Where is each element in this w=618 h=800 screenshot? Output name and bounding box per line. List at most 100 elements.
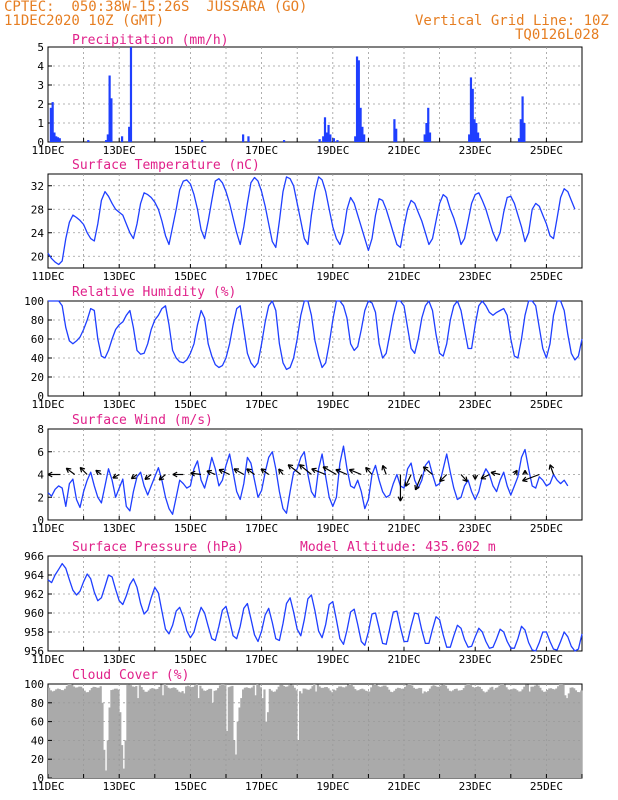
cloud-bar [533,685,537,778]
humidity-xtick-label: 23DEC [459,398,492,411]
humidity-ytick-label: 0 [37,390,44,403]
pressure-title: Surface Pressure (hPa) [72,540,244,555]
cloud-bar [427,691,430,778]
cloud-bar [576,692,579,778]
precip-bar [357,60,360,142]
precip-bar [473,119,476,142]
humidity-xtick-label: 19DEC [316,398,349,411]
cloud-bar [455,688,458,778]
cloud-bar [494,687,497,778]
cloud-bar [519,691,522,778]
cloud-bar [217,688,220,778]
pressure-line [47,562,583,652]
cloud-bar [510,689,513,778]
cloud-bar [400,688,403,778]
cloud-bar [266,712,270,778]
wind-arrow [79,466,88,475]
cloud-bar [220,684,223,778]
wind-panel: 0 2 4 6 8 11DEC 13DEC 15DEC 17DEC 19DEC 21DEC 23DEC… [31,413,583,535]
precipitation-ytick-label: 1 [37,117,44,130]
cloud-bar [350,684,353,778]
cloud-bar [557,686,560,778]
wind-arrow [322,466,337,476]
wind-arrow [112,473,120,479]
cloud-bar [87,692,90,778]
cloud-bar [103,749,106,778]
pressure-xtick-label: 15DEC [174,653,207,666]
cloud-bar [115,688,118,778]
cloud-bar [487,689,490,778]
cloud-bar [281,684,284,778]
cloud-bar [345,686,348,778]
cloud-bar [473,687,476,778]
temperature-xtick-label: 15DEC [174,270,207,283]
wind-arrow [287,464,302,475]
cloud-xtick-label: 13DEC [103,780,136,793]
cloud-bar [295,690,298,778]
cloud-bar [537,685,540,778]
cloud-bar [284,686,287,778]
precip-bar [523,123,526,142]
cloud-bar [489,687,492,778]
pressure-note: Model Altitude: 435.602 m [300,540,496,555]
cloud-panel: 0 20 40 60 80 100 11DEC 13DEC 15DEC 17DEC 19DEC 21D… [24,668,583,793]
cloud-bar [396,687,400,778]
precipitation-xtick-label: 15DEC [174,144,207,157]
cloud-bar [354,689,357,778]
cloud-bar [224,685,227,778]
humidity-xtick-label: 25DEC [530,398,563,411]
cloud-bar [516,690,519,778]
wind-arrow [480,473,490,480]
cloud-bar [452,690,455,778]
cloud-bar [120,745,124,778]
precipitation-xtick-label: 17DEC [245,144,278,157]
wind-arrow [397,474,404,502]
cloud-bar [218,685,222,778]
cloud-bar [370,687,373,778]
humidity-line [48,300,583,371]
precipitation-ytick-label: 3 [37,79,44,92]
cloud-bar [60,690,63,778]
cloud-bar [331,692,334,778]
temperature-panel: 20 24 28 32 11DEC 13DEC 15DEC 17DEC 19DEC 21DEC 23… [31,158,583,283]
cloud-bar [386,687,389,778]
cloud-bar [113,688,117,778]
precip-bar [355,56,359,142]
precip-bar [521,96,524,142]
cloud-bar [315,691,318,778]
precipitation-xtick-label: 19DEC [316,144,349,157]
precip-bar [49,107,52,142]
cloud-bar [418,687,421,778]
wind-xtick-label: 19DEC [316,522,349,535]
pressure-xtick-label: 11DEC [31,653,64,666]
cloud-bar [327,688,330,778]
wind-arrow [381,464,387,475]
cloud-bar [242,689,245,778]
cloud-bar [484,692,487,778]
cloud-bar [316,684,319,778]
humidity-panel: 0 20 40 60 80 100 11DEC 13DEC 15DEC 17DEC 19DEC 21D… [24,285,583,411]
cloud-bar [391,692,394,778]
cloud-bar [149,688,152,778]
precip-bar [110,98,113,142]
cloud-bar [158,686,161,778]
cloud-bar [420,688,423,778]
cloud-bar [272,691,275,778]
cloud-bars [48,684,583,778]
cloud-bar [133,686,136,778]
cloud-bar [263,689,266,778]
cloud-bar [434,685,437,778]
cloud-bar [247,687,250,778]
cloud-bar [432,685,435,778]
wind-arrow [522,473,540,483]
cloud-xtick-label: 17DEC [245,780,278,793]
wind-arrow [218,468,230,476]
wind-xtick-label: 13DEC [103,522,136,535]
precip-bar [242,134,245,142]
precip-bars [49,47,526,142]
cloud-bar [453,689,457,778]
cloud-bar [185,686,188,778]
cloud-bar [97,687,101,778]
precipitation-title: Precipitation (mm/h) [72,33,229,48]
cloud-bar [332,689,335,778]
